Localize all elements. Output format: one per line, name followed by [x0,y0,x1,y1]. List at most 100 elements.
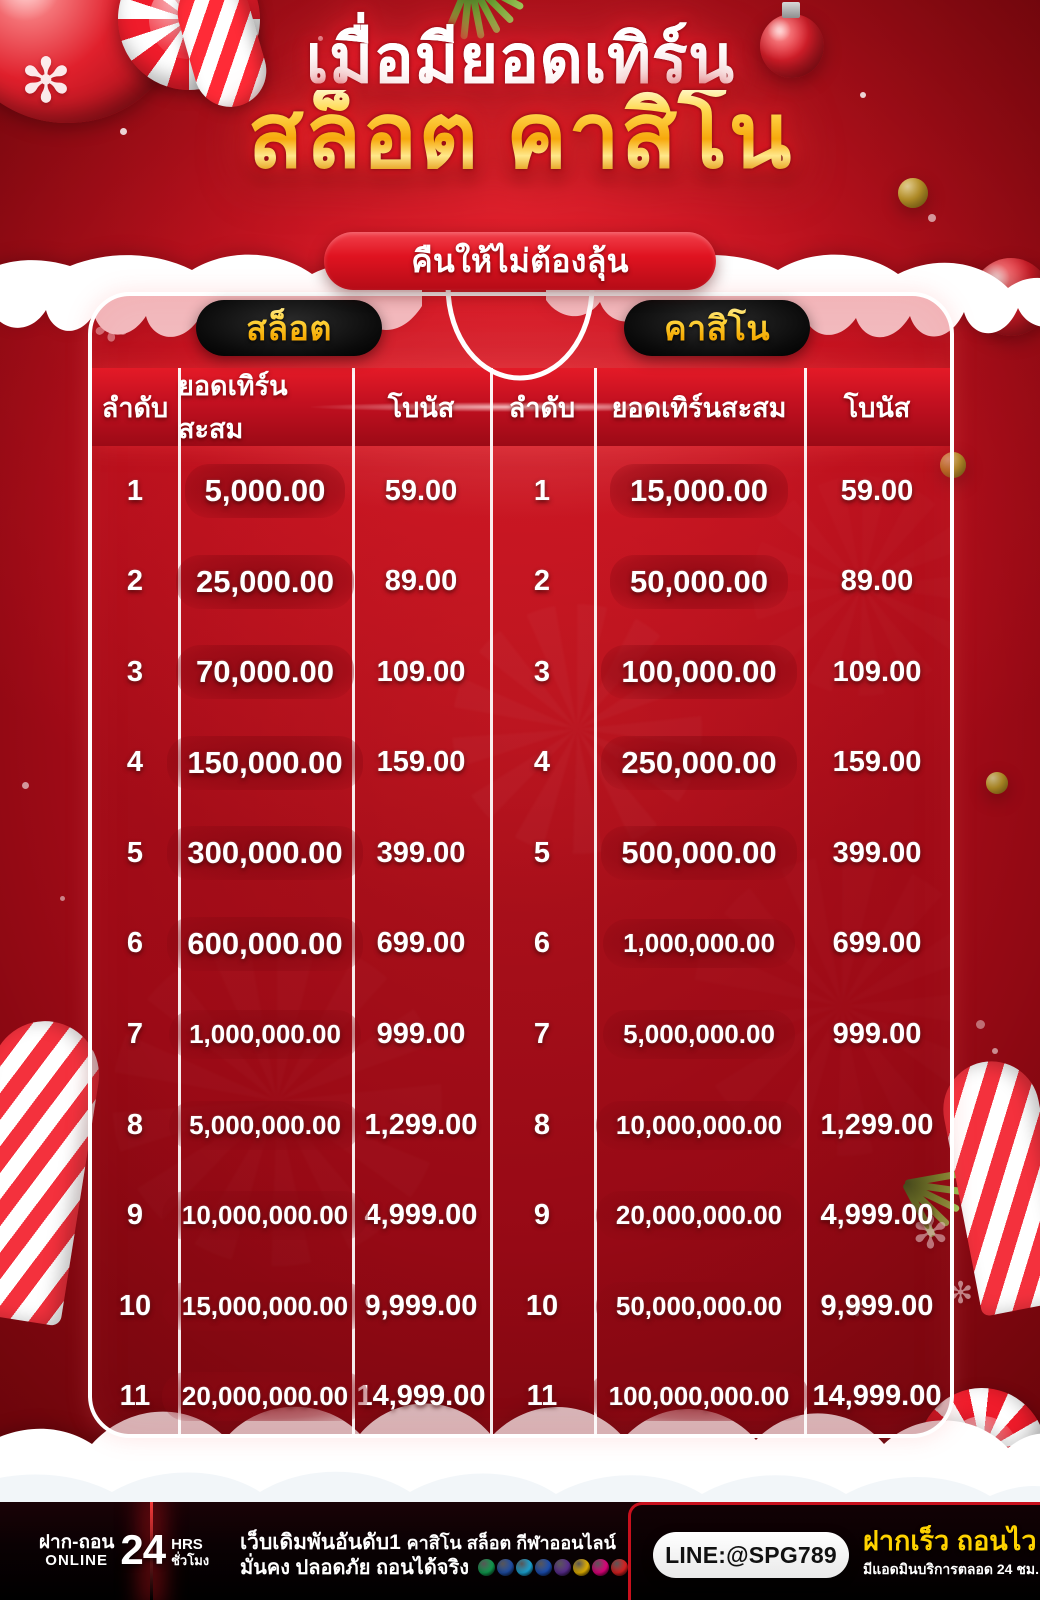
cell-bonus-left: 4,999.00 [352,1170,490,1261]
cell-text: 11 [526,1380,558,1413]
title-line-2: สล็อต คาสิโน [0,90,1040,184]
bank-icon-4 [554,1559,572,1577]
cell-bonus-right: 4,999.00 [804,1170,950,1261]
cell-text: 10,000,000.00 [181,1200,349,1231]
header-divider [178,368,181,446]
snowflake-icon: ✻ [20,44,72,117]
footer-fast-text: ฝากเร็ว ถอนไว [863,1526,1037,1556]
panel-inner: ลำดับ ยอดเทิร์นสะสม โบนัส ลำดับ ยอดเทิร์… [92,296,950,1434]
cell-text: 4 [126,746,144,779]
cell-text: 699.00 [376,927,466,960]
footer-promo-trust: มั่นคง ปลอดภัย ถอนได้จริง [240,1556,470,1579]
cell-turn-left: 20,000,000.00 [161,1351,369,1434]
cell-text: 70,000.00 [196,654,334,690]
tab-slot[interactable]: สล็อต [196,300,382,356]
cell-turn-right: 250,000.00 [594,718,804,809]
cell-rank-right: 9 [490,1170,594,1261]
value-pill: 50,000.00 [610,554,788,609]
cell-text: 11 [119,1380,151,1413]
cell-rank-left: 9 [92,1170,178,1261]
cell-rank-left: 2 [92,537,178,628]
cell-text: 4,999.00 [364,1199,478,1232]
cell-text: 399.00 [832,836,922,869]
cell-bonus-right: 9,999.00 [804,1261,950,1352]
table-row: 7 1,000,000.00 999.00 7 5,000,000.00 999.00 [92,989,950,1080]
table-row: 10 15,000,000.00 9,999.00 10 50,000,000.00 9,… [92,1261,950,1352]
cell-text: 89.00 [384,565,458,598]
bank-icon-6 [592,1559,610,1577]
header-label: โบนัส [387,392,455,423]
cell-rank-right: 1 [490,446,594,537]
cell-text: 999.00 [376,1018,466,1051]
category-tabs: สล็อต คาสิโน [0,300,1040,362]
cell-rank-left: 6 [92,899,178,990]
footer-hours-number: 24 [120,1526,166,1573]
header-label: ยอดเทิร์นสะสม [611,392,787,423]
value-pill: 1,000,000.00 [603,919,795,969]
cell-bonus-left: 109.00 [352,627,490,718]
cell-turn-left: 5,000.00 [178,446,352,537]
cell-text: 1,299.00 [364,1108,478,1141]
column-divider [804,446,807,1434]
cell-text: 14,999.00 [812,1380,942,1413]
cell-text: 3 [533,655,551,688]
header-label: ยอดเทิร์นสะสม [178,371,288,444]
tab-casino-label: คาสิโน [664,301,770,355]
header-label: โบนัส [843,392,911,423]
bank-icon-1 [497,1559,515,1577]
cell-text: 100,000.00 [621,654,777,690]
gold-bauble-decor [986,772,1008,794]
cell-text: 109.00 [832,655,922,688]
table-header-row: ลำดับ ยอดเทิร์นสะสม โบนัส ลำดับ ยอดเทิร์… [92,368,950,446]
cell-text: 4,999.00 [820,1199,934,1232]
cell-text: 250,000.00 [621,744,777,780]
cell-rank-right: 7 [490,989,594,1080]
cell-text: 2 [533,565,551,598]
value-pill: 1,000,000.00 [169,1010,361,1060]
cell-text: 14,999.00 [356,1380,486,1413]
cell-text: 5,000,000.00 [189,1109,341,1140]
snow-dot [22,782,29,789]
cell-turn-right: 5,000,000.00 [594,989,804,1080]
cell-rank-left: 1 [92,446,178,537]
cell-rank-right: 5 [490,808,594,899]
cell-rank-left: 8 [92,1080,178,1171]
value-pill: 100,000.00 [601,645,797,700]
cell-bonus-left: 9,999.00 [352,1261,490,1352]
cell-text: 3 [126,655,144,688]
cell-turn-left: 600,000.00 [167,899,363,990]
cell-text: 159.00 [832,746,922,779]
footer-promo-rank: เว็บเดิมพันอันดับ1 [240,1531,401,1554]
cell-text: 7 [126,1018,144,1051]
cell-text: 5,000.00 [204,473,326,509]
bank-icon-7 [611,1559,629,1577]
value-pill: 70,000.00 [176,645,354,700]
cell-text: 25,000.00 [196,563,334,599]
cell-text: 9 [533,1199,551,1232]
cell-rank-left: 11 [92,1351,178,1434]
bank-icon-3 [535,1559,553,1577]
value-pill: 25,000.00 [176,554,354,609]
cell-turn-right: 50,000.00 [594,537,804,628]
value-pill: 50,000,000.00 [595,1281,803,1331]
cell-text: 150,000.00 [187,744,343,780]
cell-bonus-right: 999.00 [804,989,950,1080]
cell-text: 89.00 [840,565,914,598]
cell-turn-left: 15,000,000.00 [161,1261,369,1352]
bauble-cap-decor [782,2,800,18]
cell-rank-right: 6 [490,899,594,990]
bonus-table-panel: ลำดับ ยอดเทิร์นสะสม โบนัส ลำดับ ยอดเทิร์… [88,292,954,1438]
cell-text: 999.00 [832,1018,922,1051]
cell-turn-right: 1,000,000.00 [594,899,804,990]
title-line-1: เมื่อมียอดเทิร์น [0,23,1040,96]
tab-casino[interactable]: คาสิโน [624,300,810,356]
header-divider [594,368,597,446]
header-divider [352,368,355,446]
line-id-button[interactable]: LINE:@SPG789 [653,1532,849,1578]
column-divider [490,446,493,1434]
cell-bonus-left: 699.00 [352,899,490,990]
cell-text: 500,000.00 [621,835,777,871]
cell-bonus-left: 159.00 [352,718,490,809]
table-row: 6 600,000.00 699.00 6 1,000,000.00 699.00 [92,899,950,990]
cell-text: 20,000,000.00 [181,1381,349,1412]
